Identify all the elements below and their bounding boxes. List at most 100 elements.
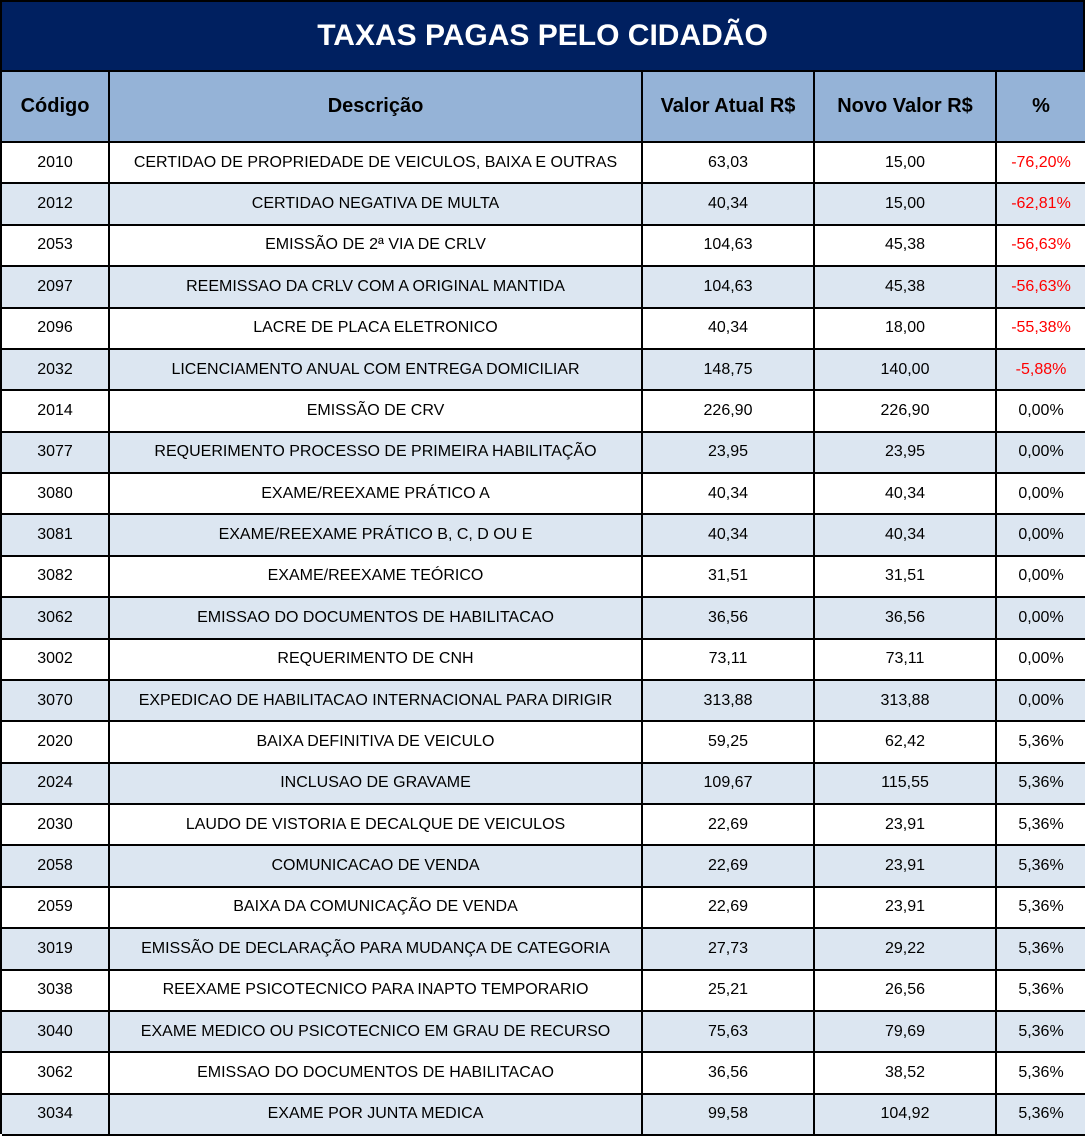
table-cell: 5,36%	[997, 763, 1085, 805]
table-cell: 5,36%	[997, 1053, 1085, 1095]
table-cell: 104,63	[643, 225, 815, 268]
table-cell: -56,63%	[997, 226, 1085, 268]
table-cell: 148,75	[643, 349, 815, 392]
table-cell: CERTIDAO DE PROPRIEDADE DE VEICULOS, BAI…	[110, 143, 643, 185]
table-cell: INCLUSAO DE GRAVAME	[110, 763, 643, 805]
table-cell: 140,00	[815, 349, 997, 392]
table-cell: 40,34	[643, 308, 815, 350]
table-cell: 2030	[2, 805, 110, 847]
table-cell: 73,11	[643, 639, 815, 681]
table-cell: 115,55	[815, 763, 997, 805]
table-cell: 22,69	[643, 805, 815, 847]
table-cell: EXPEDICAO DE HABILITACAO INTERNACIONAL P…	[110, 680, 643, 723]
fee-table: Código Descrição Valor Atual R$ Novo Valor …	[0, 70, 1085, 1136]
table-cell: 59,25	[643, 722, 815, 764]
table-cell: 0,00%	[997, 598, 1085, 640]
table-cell: 0,00%	[997, 515, 1085, 557]
table-cell: 0,00%	[997, 474, 1085, 516]
table-cell: 2058	[2, 846, 110, 888]
table-cell: 2053	[2, 225, 110, 268]
table-cell: 3034	[2, 1094, 110, 1136]
table-cell: -62,81%	[997, 184, 1085, 226]
table-cell: 0,00%	[997, 640, 1085, 681]
table-cell: 29,22	[815, 929, 997, 971]
table-cell: 27,73	[643, 929, 815, 971]
header-cell: Novo Valor R$	[815, 72, 997, 143]
table-cell: 36,56	[643, 598, 815, 640]
table-cell: 31,51	[643, 556, 815, 599]
table-cell: 3080	[2, 474, 110, 516]
table-cell: 36,56	[643, 1053, 815, 1095]
table-cell: 5,36%	[997, 1094, 1085, 1136]
table-cell: 40,34	[643, 184, 815, 226]
table-cell: 226,90	[815, 391, 997, 433]
table-cell: 5,36%	[997, 929, 1085, 971]
table-cell: 3019	[2, 929, 110, 971]
table-cell: 15,00	[815, 143, 997, 185]
table-cell: 40,34	[815, 515, 997, 557]
table-cell: 3082	[2, 556, 110, 599]
table-cell: REEMISSAO DA CRLV COM A ORIGINAL MANTIDA	[110, 267, 643, 309]
header-cell: Descrição	[110, 72, 643, 143]
header-cell: Valor Atual R$	[643, 72, 815, 143]
table-cell: 45,38	[815, 267, 997, 309]
table-cell: 109,67	[643, 763, 815, 805]
table-cell: 5,36%	[997, 971, 1085, 1012]
table-cell: 5,36%	[997, 722, 1085, 764]
table-cell: LICENCIAMENTO ANUAL COM ENTREGA DOMICILI…	[110, 349, 643, 392]
table-cell: 104,63	[643, 267, 815, 309]
table-cell: COMUNICACAO DE VENDA	[110, 846, 643, 888]
table-cell: 23,91	[815, 846, 997, 888]
table-cell: 26,56	[815, 970, 997, 1012]
table-cell: REQUERIMENTO DE CNH	[110, 639, 643, 681]
table-cell: 40,34	[643, 474, 815, 516]
table-cell: 18,00	[815, 308, 997, 350]
table-cell: 79,69	[815, 1011, 997, 1054]
table-cell: -5,88%	[997, 349, 1085, 392]
table-cell: EXAME/REEXAME TEÓRICO	[110, 556, 643, 599]
table-cell: 3077	[2, 432, 110, 474]
table-cell: 5,36%	[997, 888, 1085, 930]
table-cell: 2014	[2, 391, 110, 433]
table-cell: CERTIDAO NEGATIVA DE MULTA	[110, 184, 643, 226]
table-cell: 2097	[2, 267, 110, 309]
table-cell: 3062	[2, 598, 110, 640]
table-cell: 45,38	[815, 225, 997, 268]
table-cell: 22,69	[643, 846, 815, 888]
table-cell: 36,56	[815, 598, 997, 640]
table-cell: 2032	[2, 349, 110, 392]
table-cell: EMISSAO DO DOCUMENTOS DE HABILITACAO	[110, 598, 643, 640]
table-cell: 62,42	[815, 722, 997, 764]
table-cell: 3062	[2, 1053, 110, 1095]
table-cell: 23,95	[643, 432, 815, 474]
table-cell: -55,38%	[997, 309, 1085, 350]
table-cell: 226,90	[643, 391, 815, 433]
table-cell: EMISSÃO DE CRV	[110, 391, 643, 433]
table-cell: 15,00	[815, 184, 997, 226]
table-cell: 5,36%	[997, 805, 1085, 847]
table-cell: 0,00%	[997, 391, 1085, 433]
table-cell: 0,00%	[997, 432, 1085, 474]
table-cell: EMISSAO DO DOCUMENTOS DE HABILITACAO	[110, 1053, 643, 1095]
table-cell: 22,69	[643, 887, 815, 930]
table-cell: 3038	[2, 970, 110, 1012]
table-cell: 104,92	[815, 1094, 997, 1136]
table-cell: 40,34	[815, 474, 997, 516]
table-cell: LAUDO DE VISTORIA E DECALQUE DE VEICULOS	[110, 805, 643, 847]
table-cell: 3002	[2, 639, 110, 681]
table-cell: 0,00%	[997, 557, 1085, 599]
table-cell: EXAME MEDICO OU PSICOTECNICO EM GRAU DE …	[110, 1011, 643, 1054]
table-cell: 313,88	[643, 680, 815, 723]
table-cell: 5,36%	[997, 846, 1085, 888]
table-cell: 73,11	[815, 639, 997, 681]
table-cell: EMISSÃO DE DECLARAÇÃO PARA MUDANÇA DE CA…	[110, 929, 643, 971]
table-cell: 23,91	[815, 887, 997, 930]
table-cell: 63,03	[643, 143, 815, 185]
table-cell: 3040	[2, 1011, 110, 1054]
table-cell: -56,63%	[997, 267, 1085, 309]
table-cell: 5,36%	[997, 1011, 1085, 1054]
table-cell: 31,51	[815, 556, 997, 599]
table-cell: 3081	[2, 515, 110, 557]
table-cell: BAIXA DEFINITIVA DE VEICULO	[110, 722, 643, 764]
